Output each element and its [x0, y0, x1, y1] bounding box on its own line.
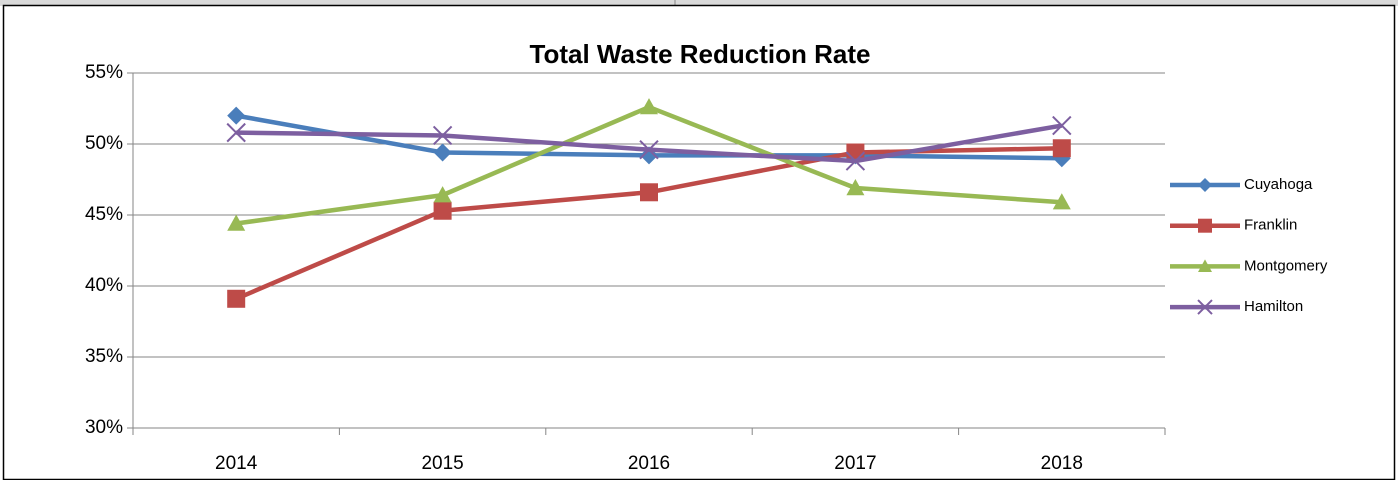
- marker: [1052, 193, 1071, 210]
- marker: [1052, 139, 1071, 158]
- x-tick-label: 2018: [1041, 453, 1083, 474]
- marker: [433, 186, 452, 203]
- marker: [226, 122, 246, 143]
- marker: [227, 289, 246, 308]
- chart-title: Total Waste Reduction Rate: [530, 39, 871, 69]
- top-strip: [0, 0, 1398, 6]
- marker: [227, 214, 246, 231]
- y-tick-label: 45%: [85, 204, 123, 225]
- marker: [846, 179, 865, 196]
- marker: [1052, 115, 1072, 136]
- legend-label: Franklin: [1244, 217, 1297, 234]
- x-tick-label: 2014: [215, 453, 258, 474]
- marker: [432, 125, 453, 146]
- marker: [433, 143, 452, 162]
- y-tick-label: 35%: [85, 346, 123, 367]
- y-tick-label: 50%: [85, 133, 123, 154]
- marker: [1198, 218, 1212, 233]
- legend-label: Hamilton: [1244, 298, 1303, 315]
- marker: [640, 183, 658, 202]
- x-tick-label: 2017: [834, 453, 876, 474]
- x-tick-label: 2015: [421, 453, 463, 474]
- y-tick-label: 55%: [85, 62, 123, 83]
- y-tick-label: 40%: [85, 275, 123, 296]
- legend-label: Cuyahoga: [1244, 176, 1313, 193]
- marker: [640, 98, 658, 115]
- marker: [1198, 178, 1212, 192]
- marker: [1197, 299, 1213, 315]
- chart-border: [2, 4, 1396, 480]
- y-tick-label: 30%: [85, 417, 123, 438]
- marker: [227, 106, 246, 125]
- marker: [639, 139, 659, 160]
- marker: [845, 151, 866, 171]
- marker: [1198, 259, 1212, 272]
- legend-label: Montgomery: [1244, 257, 1328, 274]
- marker: [433, 201, 452, 220]
- x-tick-label: 2016: [628, 453, 670, 474]
